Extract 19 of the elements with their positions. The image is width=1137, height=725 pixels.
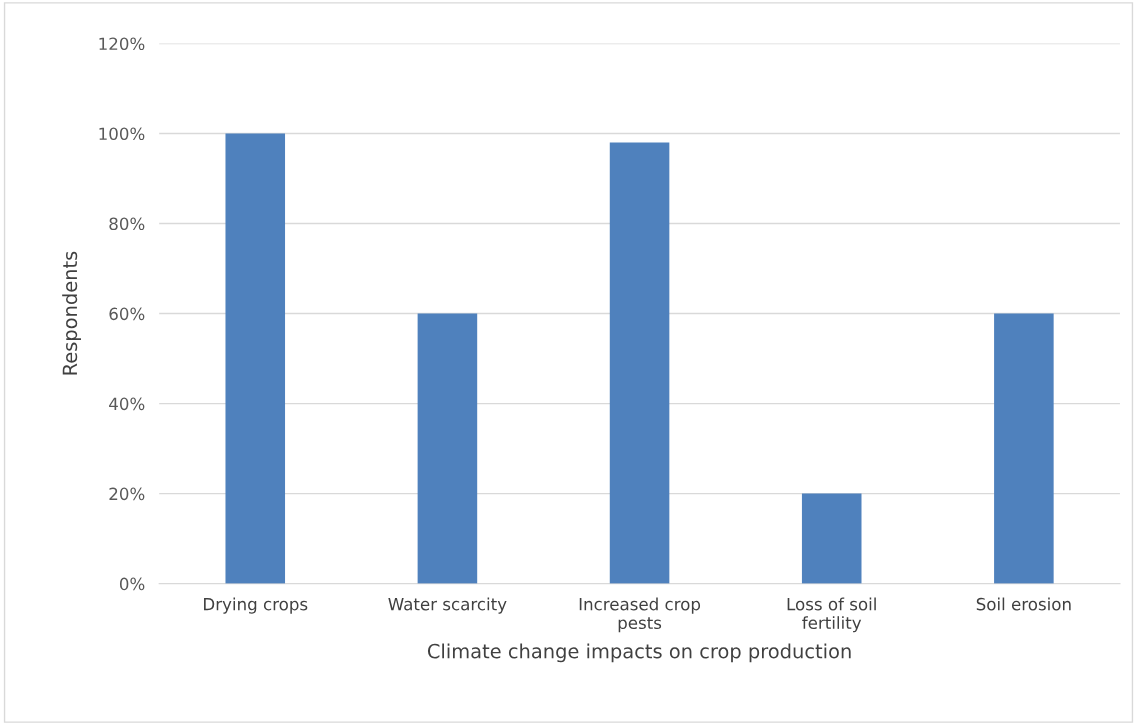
y-tick-label: 100%	[99, 127, 145, 141]
y-tick-label: 40%	[109, 397, 145, 411]
x-tick-label: Drying crops	[204, 597, 308, 614]
bar	[994, 313, 1054, 584]
y-axis-title: Respondents	[62, 251, 81, 375]
y-tick-label: 20%	[109, 487, 145, 501]
y-tick-label: 120%	[99, 37, 145, 51]
x-axis-title: Climate change impacts on crop production	[427, 643, 851, 663]
y-tick-label: 60%	[109, 307, 145, 321]
bar	[225, 133, 286, 584]
bar	[801, 493, 862, 584]
y-tick-label: 0%	[119, 577, 145, 591]
bar	[417, 313, 478, 584]
x-tick-label: Soil erosion	[976, 597, 1071, 611]
bar	[609, 142, 670, 584]
x-tick-label: Water scarcity	[388, 597, 507, 614]
y-tick-label: 80%	[109, 217, 145, 231]
x-tick-label: Increased crop pests	[579, 597, 701, 633]
x-tick-label: Loss of soil fertility	[787, 597, 876, 633]
